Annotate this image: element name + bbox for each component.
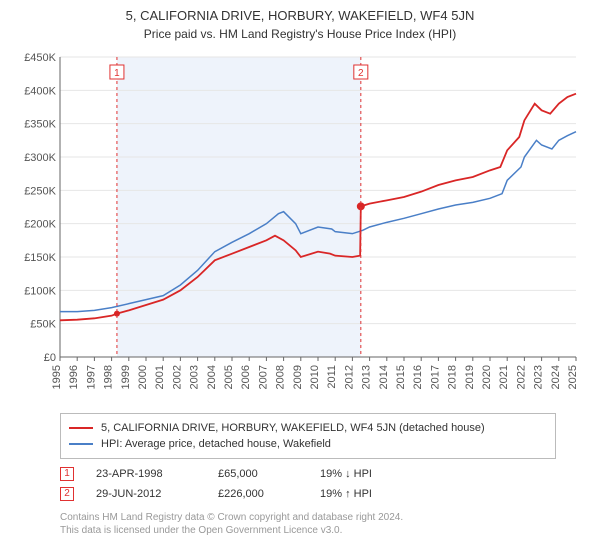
legend-row-hpi: HPI: Average price, detached house, Wake… <box>69 436 547 452</box>
legend-label-property: 5, CALIFORNIA DRIVE, HORBURY, WAKEFIELD,… <box>101 422 485 434</box>
footnote-line2: This data is licensed under the Open Gov… <box>60 524 556 537</box>
svg-text:2005: 2005 <box>223 365 235 389</box>
svg-text:2009: 2009 <box>292 365 304 389</box>
sale-date-2: 29-JUN-2012 <box>96 488 196 500</box>
svg-text:2021: 2021 <box>498 365 510 389</box>
sale-row-2: 2 29-JUN-2012 £226,000 19% ↑ HPI <box>60 487 556 501</box>
chart-area: £0 £50K £100K £150K £200K £250K £300K £350K £400… <box>14 51 586 401</box>
sale-badge-1: 1 <box>60 467 74 481</box>
svg-text:£200K: £200K <box>24 219 56 231</box>
svg-text:1996: 1996 <box>68 365 80 389</box>
sale-hpi-1: 19% ↓ HPI <box>320 468 410 480</box>
svg-text:2013: 2013 <box>361 365 373 389</box>
svg-text:2008: 2008 <box>275 365 287 389</box>
svg-text:£300K: £300K <box>24 152 56 164</box>
legend-row-property: 5, CALIFORNIA DRIVE, HORBURY, WAKEFIELD,… <box>69 420 547 436</box>
legend-swatch-hpi <box>69 443 93 445</box>
legend-label-hpi: HPI: Average price, detached house, Wake… <box>101 438 331 450</box>
svg-text:2015: 2015 <box>395 365 407 389</box>
svg-text:2016: 2016 <box>412 365 424 389</box>
svg-text:2014: 2014 <box>378 365 390 389</box>
svg-text:2025: 2025 <box>567 365 579 389</box>
svg-text:2023: 2023 <box>533 365 545 389</box>
svg-text:2010: 2010 <box>309 365 321 389</box>
footnote-line1: Contains HM Land Registry data © Crown c… <box>60 511 556 524</box>
svg-text:2: 2 <box>358 68 364 79</box>
svg-text:2022: 2022 <box>515 365 527 389</box>
svg-text:£0: £0 <box>44 352 56 364</box>
svg-text:£350K: £350K <box>24 119 56 131</box>
svg-text:2003: 2003 <box>189 365 201 389</box>
svg-text:2020: 2020 <box>481 365 493 389</box>
svg-text:2012: 2012 <box>343 365 355 389</box>
svg-text:£50K: £50K <box>30 319 56 331</box>
sales-table: 1 23-APR-1998 £65,000 19% ↓ HPI 2 29-JUN… <box>60 467 556 501</box>
sale-price-2: £226,000 <box>218 488 298 500</box>
svg-text:1995: 1995 <box>51 365 63 389</box>
sale-date-1: 23-APR-1998 <box>96 468 196 480</box>
svg-text:2001: 2001 <box>154 365 166 389</box>
svg-text:2000: 2000 <box>137 365 149 389</box>
svg-text:1998: 1998 <box>103 365 115 389</box>
chart-subtitle: Price paid vs. HM Land Registry's House … <box>14 27 586 41</box>
svg-text:1997: 1997 <box>85 365 97 389</box>
svg-text:2004: 2004 <box>206 365 218 389</box>
sale-badge-2: 2 <box>60 487 74 501</box>
sale-hpi-2: 19% ↑ HPI <box>320 488 410 500</box>
sale-price-1: £65,000 <box>218 468 298 480</box>
legend-box: 5, CALIFORNIA DRIVE, HORBURY, WAKEFIELD,… <box>60 413 556 459</box>
svg-text:1999: 1999 <box>120 365 132 389</box>
svg-text:2011: 2011 <box>326 365 338 389</box>
svg-text:£400K: £400K <box>24 85 56 97</box>
chart-title: 5, CALIFORNIA DRIVE, HORBURY, WAKEFIELD,… <box>14 8 586 23</box>
svg-text:1: 1 <box>114 68 120 79</box>
svg-text:2006: 2006 <box>240 365 252 389</box>
svg-text:£100K: £100K <box>24 285 56 297</box>
legend-swatch-property <box>69 427 93 429</box>
sale-row-1: 1 23-APR-1998 £65,000 19% ↓ HPI <box>60 467 556 481</box>
chart-svg: £0 £50K £100K £150K £200K £250K £300K £350K £400… <box>14 51 586 401</box>
svg-text:£150K: £150K <box>24 252 56 264</box>
svg-text:2017: 2017 <box>429 365 441 389</box>
svg-text:£450K: £450K <box>24 52 56 64</box>
svg-text:£250K: £250K <box>24 185 56 197</box>
svg-text:2007: 2007 <box>257 365 269 389</box>
svg-text:2018: 2018 <box>447 365 459 389</box>
svg-text:2002: 2002 <box>171 365 183 389</box>
svg-text:2024: 2024 <box>550 365 562 389</box>
svg-text:2019: 2019 <box>464 365 476 389</box>
footnote: Contains HM Land Registry data © Crown c… <box>60 511 556 537</box>
